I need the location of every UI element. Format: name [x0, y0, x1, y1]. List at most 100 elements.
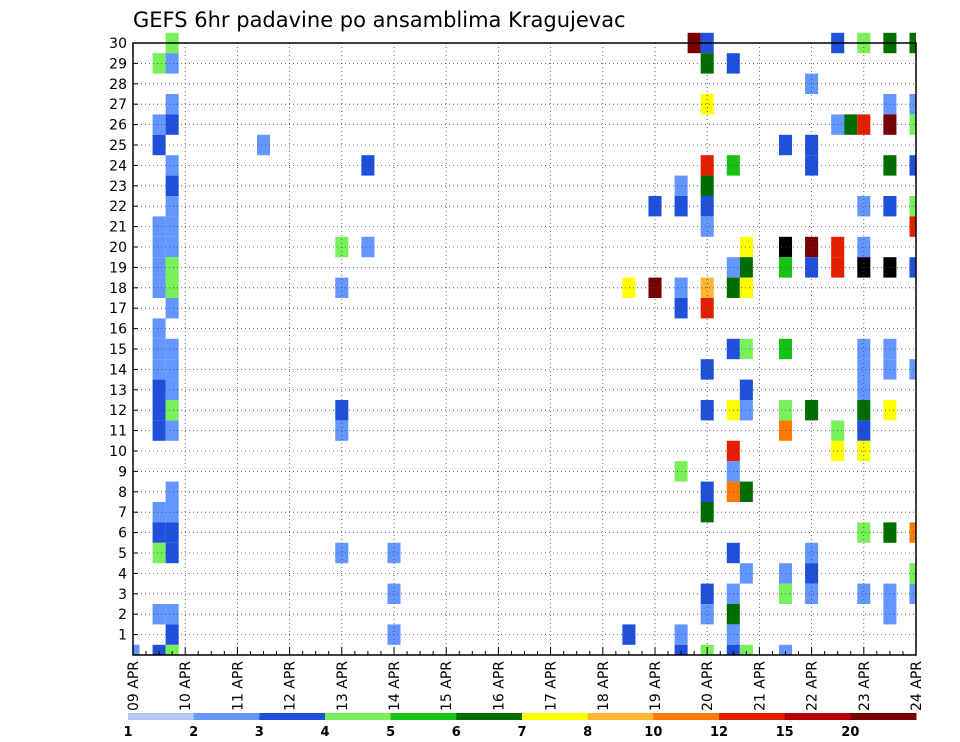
- x-tick-label: 11 APR: [230, 661, 246, 711]
- heatmap-cell: [152, 338, 166, 360]
- heatmap-cell: [165, 175, 179, 196]
- x-tick-label: 16 APR: [491, 661, 507, 711]
- heatmap-cell: [739, 563, 753, 584]
- y-tick-label: 6: [118, 526, 127, 542]
- y-tick-label: 18: [109, 281, 127, 297]
- heatmap-cell: [674, 644, 688, 655]
- y-tick-label: 23: [109, 179, 127, 195]
- heatmap-cell: [152, 420, 166, 441]
- colorbar-label: 1: [123, 725, 132, 740]
- heatmap-cell: [857, 338, 871, 360]
- heatmap-cell: [165, 338, 179, 360]
- colorbar-label: 15: [776, 725, 794, 740]
- heatmap-cell: [700, 502, 714, 523]
- heatmap-cell: [739, 644, 753, 655]
- heatmap-cell: [387, 583, 401, 604]
- colorbar-swatch: [390, 713, 457, 720]
- y-tick-label: 9: [118, 464, 127, 480]
- heatmap-cell: [909, 114, 916, 135]
- heatmap-cell: [739, 379, 753, 400]
- heatmap-cell: [805, 563, 819, 584]
- colorbar-label: 10: [644, 725, 662, 740]
- heatmap-cell: [700, 298, 714, 319]
- y-tick-label: 4: [118, 566, 127, 582]
- colorbar-label: 5: [386, 725, 395, 740]
- heatmap-cell: [909, 94, 916, 115]
- heatmap-cell: [165, 624, 179, 645]
- y-tick-label: 8: [118, 485, 127, 501]
- heatmap-cell: [165, 196, 179, 217]
- colorbar-swatch: [587, 713, 654, 720]
- x-axis: 09 APR 10 APR 11 APR 12 APR 13 APR 14 APR 15 A…: [126, 647, 925, 711]
- heatmap-cell: [857, 379, 871, 400]
- y-tick-label: 20: [109, 240, 127, 256]
- x-tick-label: 12 APR: [283, 661, 299, 711]
- colorbar-swatch: [653, 713, 720, 720]
- y-tick-label: 17: [109, 301, 127, 317]
- heatmap-cell: [152, 318, 166, 339]
- y-tick-label: 16: [109, 322, 127, 338]
- heatmap-cell: [739, 277, 753, 298]
- heatmap-cell: [165, 236, 179, 258]
- y-tick-label: 12: [109, 403, 127, 419]
- x-tick-label: 24 APR: [909, 661, 925, 711]
- y-tick-label: 26: [109, 118, 127, 134]
- heatmap-cell: [361, 236, 375, 258]
- heatmap-cell: [909, 522, 916, 543]
- heatmap-cell: [739, 338, 753, 360]
- heatmap-cell: [387, 624, 401, 645]
- y-axis: 1234567891011121314151617181920212223242…: [109, 36, 138, 644]
- heatmap-cell: [165, 502, 179, 523]
- heatmap-cell: [700, 196, 714, 217]
- y-tick-label: 28: [109, 77, 127, 93]
- heatmap-cell: [152, 134, 166, 156]
- heatmap-cell: [361, 155, 375, 176]
- heatmap-cell: [909, 216, 916, 237]
- x-tick-label: 15 APR: [439, 661, 455, 711]
- heatmap-cell: [700, 216, 714, 237]
- y-tick-label: 21: [109, 220, 127, 236]
- heatmap-cell: [165, 644, 179, 655]
- grid-lines: [133, 42, 916, 655]
- heatmap-cell: [909, 257, 916, 278]
- heatmap-cell: [844, 114, 858, 135]
- y-tick-label: 3: [118, 587, 127, 603]
- colorbar-swatch: [456, 713, 523, 720]
- heatmap-cell: [165, 379, 179, 400]
- heatmap-cell: [739, 257, 753, 278]
- y-tick-label: 2: [118, 607, 127, 623]
- heatmap-cell: [165, 400, 179, 421]
- colorbar-swatch: [784, 713, 851, 720]
- colorbar-label: 20: [841, 725, 859, 740]
- heatmap-cell: [857, 114, 871, 135]
- colorbar-swatch: [522, 713, 589, 720]
- heatmap-cell: [857, 420, 871, 441]
- colorbar-swatch: [719, 713, 786, 720]
- heatmap-cell: [133, 644, 140, 655]
- colorbar-swatch: [850, 713, 917, 720]
- heatmap-cell: [700, 175, 714, 196]
- heatmap-cell: [778, 644, 793, 655]
- heatmap-cell: [726, 644, 740, 655]
- heatmap-cell: [909, 359, 916, 380]
- y-tick-label: 19: [109, 260, 127, 276]
- heatmap-cell: [152, 216, 166, 237]
- y-tick-label: 7: [118, 505, 127, 521]
- heatmap-cell: [700, 359, 714, 380]
- colorbar-swatch: [193, 713, 260, 720]
- x-tick-label: 21 APR: [752, 661, 768, 711]
- y-tick-label: 13: [109, 383, 127, 399]
- heatmap-cell: [152, 400, 166, 421]
- heatmap-cell: [700, 94, 714, 115]
- colorbar-label: 12: [710, 725, 728, 740]
- heatmap-cell: [165, 277, 179, 298]
- heatmap-cell: [165, 420, 179, 441]
- heatmap-cell: [857, 359, 871, 380]
- x-tick-label: 17 APR: [544, 661, 560, 711]
- heatmap-cell: [165, 53, 179, 74]
- heatmap-cell: [387, 542, 401, 564]
- heatmap-cell: [152, 604, 166, 625]
- y-tick-label: 10: [109, 444, 127, 460]
- colorbar-swatch: [325, 713, 392, 720]
